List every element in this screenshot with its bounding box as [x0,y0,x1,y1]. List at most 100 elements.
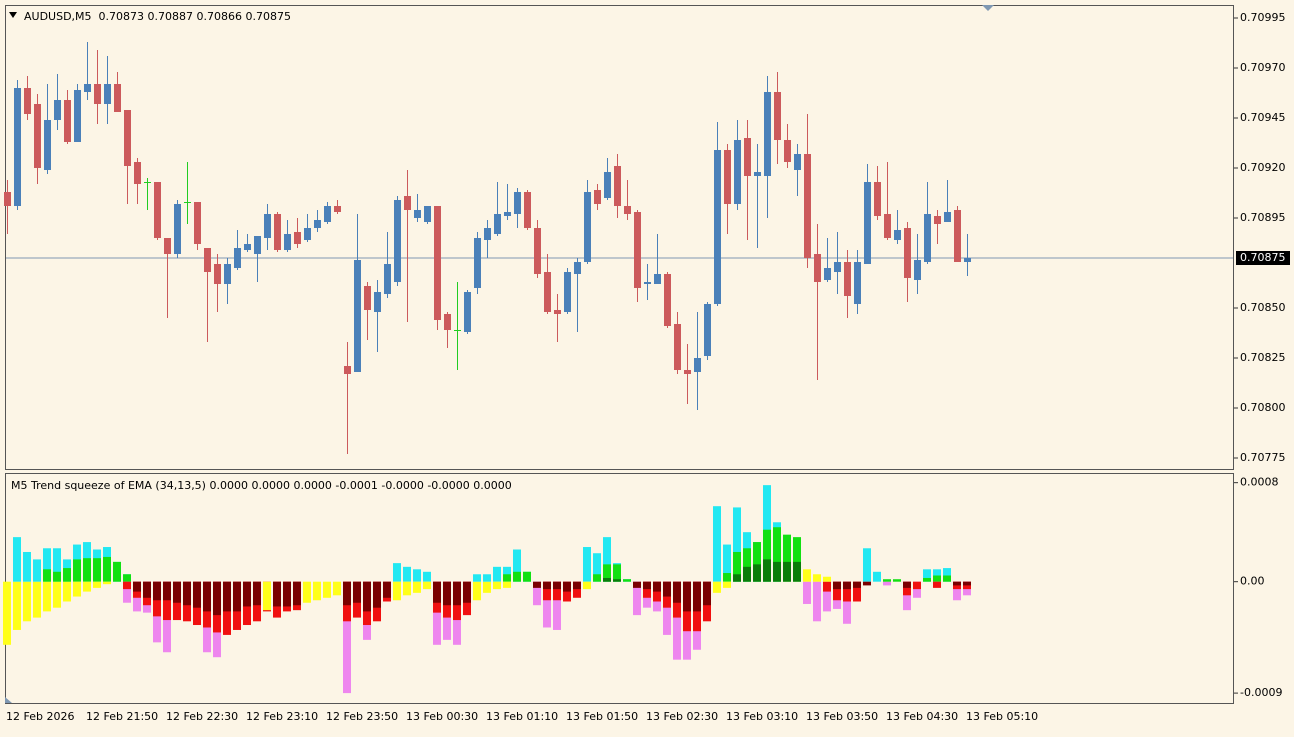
histogram-bar [573,581,581,590]
histogram-bar [933,575,941,582]
candle-body [4,192,11,206]
histogram-bar [223,581,231,612]
histogram-bar [593,553,601,582]
histogram-bar [83,581,91,592]
candle-body [834,262,841,272]
histogram-bar [583,581,591,590]
candle-body [424,206,431,222]
histogram-bar [503,574,511,582]
histogram-bar [463,581,471,603]
histogram-bar [823,581,831,612]
candle-body [564,272,571,312]
histogram-bar [793,561,801,582]
candle-body [434,206,441,320]
candle-body [744,138,751,176]
histogram-bar [33,581,41,618]
histogram-bar [663,581,671,597]
candle-body [864,182,871,264]
candle-body [124,110,131,166]
candle-body [44,120,51,170]
candle-body [544,272,551,312]
x-tick-label: 12 Feb 2026 [6,710,74,723]
histogram-bar [603,564,611,582]
histogram-bar [453,581,461,606]
histogram-bar [813,581,821,622]
histogram-bar [733,551,741,582]
y-tick-label: 0.70945 [1240,111,1286,124]
histogram-bar [713,506,721,582]
candle-body [824,268,831,280]
histogram-bar [633,581,641,616]
histogram-bar [713,581,721,593]
candle-body [944,212,951,222]
histogram-bar [13,581,21,630]
candle-body [604,172,611,198]
candle-body [764,92,771,176]
histogram-bar [753,542,761,582]
candle-body [64,100,71,142]
histogram-bar [723,573,731,582]
histogram-bar [193,581,201,608]
candle-body [204,248,211,272]
y-tick-label: 0.70995 [1240,11,1286,24]
histogram-bar [483,574,491,582]
histogram-bar [353,581,361,603]
candle-body [84,84,91,92]
histogram-bar [123,574,131,582]
candle-body [954,210,961,262]
histogram-bar [423,571,431,582]
histogram-bar [163,581,171,621]
candle-body [694,358,701,372]
histogram-bar [3,581,11,645]
last-price-box [1236,251,1290,265]
candle-body [474,238,481,288]
histogram-bar [863,548,871,582]
histogram-bar [593,574,601,582]
candle-body [854,262,861,304]
candle-body [284,234,291,250]
histogram-bar [863,581,871,586]
candle-body [774,92,781,140]
candle-body [674,324,681,370]
candle-body [244,244,251,250]
x-tick-label: 12 Feb 22:30 [166,710,238,723]
candle-body [34,104,41,168]
histogram-bar [643,581,651,590]
candle-body [654,274,661,284]
y-tick-label: -0.0009 [1240,686,1282,699]
histogram-bar [63,581,71,602]
candle-body [704,304,711,356]
candle-body [514,192,521,214]
collapse-arrow[interactable] [9,12,17,18]
candle-body [344,366,351,374]
histogram-bar [893,579,901,582]
histogram-bar [833,581,841,590]
histogram-bar [803,581,811,604]
candle-body [874,182,881,216]
histogram-bar [843,581,851,624]
candle-body [354,260,361,372]
candle-body [784,140,791,162]
histogram-bar [163,581,171,601]
candle-body [614,166,621,206]
indicator-title: M5 Trend squeeze of EMA (34,13,5) 0.0000… [11,479,512,492]
histogram-bar [913,581,921,590]
histogram-bar [283,581,291,607]
candle-body [54,100,61,120]
shift-marker [982,5,994,11]
histogram-bar [433,581,441,645]
histogram-bar [883,579,891,582]
histogram-bar [263,581,271,611]
histogram-bar [23,581,31,622]
histogram-bar [513,549,521,582]
histogram-bar [603,577,611,582]
histogram-bar [583,547,591,582]
candle-body [504,212,511,216]
candle-body [94,84,101,104]
candle-body [404,196,411,210]
y-tick-label: 0.70825 [1240,351,1286,364]
histogram-bar [683,581,691,612]
histogram-bar [703,581,711,606]
x-tick-label: 13 Feb 05:10 [966,710,1038,723]
histogram-bar [33,559,41,582]
